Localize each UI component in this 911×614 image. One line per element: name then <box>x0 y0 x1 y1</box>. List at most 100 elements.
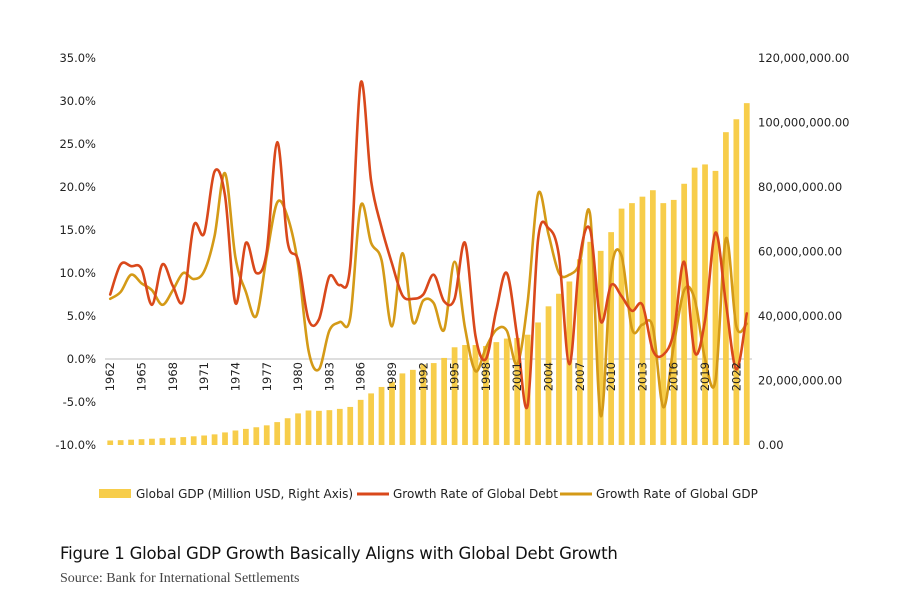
left-tick-label: -10.0% <box>55 438 96 452</box>
gdp-bar-1973 <box>222 432 228 445</box>
gdp-bars <box>107 103 750 446</box>
gdp-bar-2019 <box>702 164 708 445</box>
figure-caption: Figure 1 Global GDP Growth Basically Ali… <box>60 544 618 563</box>
gdp-bar-2016 <box>670 199 677 445</box>
right-tick-label: 40,000,000.00 <box>758 309 842 323</box>
x-tick-label: 2007 <box>573 362 587 391</box>
gdp-bar-1987 <box>368 393 374 445</box>
gdp-bar-1970 <box>190 436 197 445</box>
gdp-bar-1994 <box>441 357 448 445</box>
gdp-bar-1967 <box>159 438 166 445</box>
gdp-bar-2017 <box>681 183 688 445</box>
figure-source: Source: Bank for International Settlemen… <box>60 571 300 586</box>
x-tick-label: 2010 <box>604 362 618 391</box>
gdp-bar-1996 <box>462 345 468 445</box>
left-tick-label: 5.0% <box>67 309 96 323</box>
gdp-bar-1975 <box>243 428 249 446</box>
gdp-bar-1978 <box>274 422 281 445</box>
legend-label-gdp: Global GDP (Million USD, Right Axis) <box>136 487 353 501</box>
left-tick-label: 25.0% <box>59 137 96 151</box>
gdp-bar-1986 <box>357 399 364 445</box>
x-tick-label: 1986 <box>354 362 368 391</box>
gdp-bar-1966 <box>149 438 155 445</box>
gdp-bar-2015 <box>660 203 667 446</box>
gdp-bar-1962 <box>107 440 114 445</box>
gdp-bar-2013 <box>639 196 646 445</box>
left-tick-label: 20.0% <box>59 180 96 194</box>
left-axis-ticks: 35.0% 30.0% 25.0% 20.0% 15.0% 10.0% 5.0% 0.0% -5… <box>55 51 96 452</box>
left-tick-label: 30.0% <box>59 94 96 108</box>
gdp-bar-1990 <box>399 373 406 445</box>
gdp-bar-1991 <box>409 369 416 445</box>
right-tick-label: 80,000,000.00 <box>758 180 842 194</box>
left-tick-label: 35.0% <box>59 51 96 65</box>
gdp-bar-1992 <box>420 364 427 446</box>
right-tick-label: 0.00 <box>758 438 784 452</box>
left-tick-label: 0.0% <box>67 352 96 366</box>
legend-swatch-gdp <box>99 489 131 498</box>
gdp-bar-1982 <box>316 410 322 445</box>
gdp-bar-2011 <box>618 208 625 445</box>
gdp-bar-1981 <box>305 410 312 445</box>
x-tick-label: 1983 <box>322 362 336 391</box>
gdp-bar-2014 <box>649 190 656 445</box>
gdp-bar-1998 <box>483 345 489 445</box>
gdp-bar-1963 <box>117 440 124 445</box>
left-tick-label: -5.0% <box>63 395 96 409</box>
gdp-bar-2022 <box>733 119 740 446</box>
gdp-bar-2001 <box>514 337 521 445</box>
gdp-bar-2003 <box>535 322 541 445</box>
x-tick-label: 2013 <box>635 362 649 391</box>
gdp-bar-1971 <box>201 435 208 445</box>
gdp-bar-1979 <box>284 418 291 445</box>
x-tick-label: 1998 <box>479 362 493 391</box>
gdp-bar-2004 <box>545 306 552 445</box>
gdp-growth-line <box>108 171 749 418</box>
growth-lines <box>108 80 749 418</box>
gdp-bar-1995 <box>451 347 458 445</box>
gdp-bar-2009 <box>597 250 604 445</box>
x-tick-label: 1989 <box>385 362 399 391</box>
debt-growth-line <box>108 80 749 410</box>
gdp-bar-1964 <box>128 439 134 445</box>
x-tick-label: 2019 <box>698 362 712 391</box>
gdp-bar-2008 <box>587 241 594 445</box>
x-tick-label: 1995 <box>448 362 462 391</box>
gdp-bar-1976 <box>253 427 260 445</box>
right-tick-label: 100,000,000.00 <box>758 116 849 130</box>
right-tick-label: 120,000,000.00 <box>758 51 849 65</box>
gdp-bar-2021 <box>723 132 729 445</box>
gdp-bar-1974 <box>232 430 239 445</box>
x-tick-label: 2001 <box>510 362 524 391</box>
x-tick-label: 1974 <box>228 362 242 391</box>
x-tick-label: 2022 <box>729 362 743 391</box>
gdp-bar-2010 <box>608 232 614 445</box>
x-tick-label: 1968 <box>166 362 180 391</box>
x-tick-label: 1977 <box>260 362 274 391</box>
legend-label-gdp-growth: Growth Rate of Global GDP <box>596 487 758 501</box>
gdp-bar-1980 <box>295 413 301 445</box>
x-tick-label: 2004 <box>542 362 556 391</box>
x-tick-label: 1980 <box>291 362 305 391</box>
gdp-bar-1989 <box>389 381 395 445</box>
x-tick-label: 2016 <box>667 362 681 391</box>
gdp-bar-1985 <box>347 406 354 445</box>
legend: Global GDP (Million USD, Right Axis) Gro… <box>99 487 758 501</box>
x-tick-label: 1965 <box>135 362 149 391</box>
gdp-bar-1968 <box>169 437 176 445</box>
gdp-bar-1993 <box>430 363 437 445</box>
x-tick-label: 1971 <box>197 362 211 391</box>
gdp-bar-1969 <box>180 437 187 445</box>
x-axis-ticks: 1962 1965 1968 1971 1974 1977 1980 1983 1986 1989… <box>103 362 743 391</box>
x-tick-label: 1992 <box>416 362 430 391</box>
gdp-bar-1972 <box>211 434 218 445</box>
x-tick-label: 1962 <box>103 362 117 391</box>
gdp-bar-2023 <box>743 103 750 446</box>
legend-label-debt: Growth Rate of Global Debt <box>393 487 558 501</box>
gdp-bar-2002 <box>524 334 531 445</box>
gdp-bar-2005 <box>556 293 562 445</box>
right-axis-ticks: 120,000,000.00 100,000,000.00 80,000,000.0… <box>758 51 849 452</box>
left-tick-label: 15.0% <box>59 223 96 237</box>
gdp-bar-1999 <box>493 342 500 445</box>
